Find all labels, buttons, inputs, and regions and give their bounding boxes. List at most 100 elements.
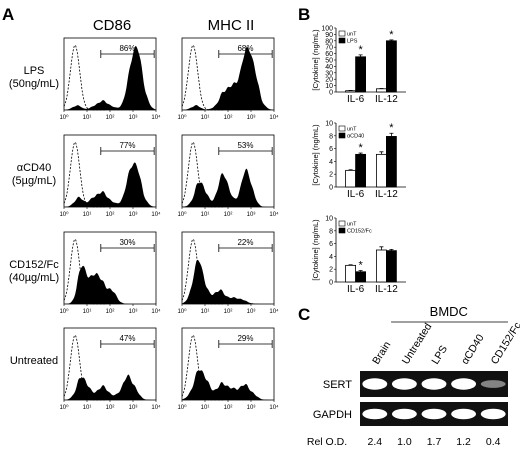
flow-histogram: 86% 10⁰ 10¹ 10² 10³ 10⁴ xyxy=(59,37,161,121)
significance-star: * xyxy=(389,29,394,41)
flow-histogram: 53% 10⁰ 10¹ 10² 10³ 10⁴ xyxy=(177,134,279,218)
y-tick-label: 4 xyxy=(329,159,333,166)
error-bar xyxy=(358,152,363,155)
tick-label: 10² xyxy=(224,115,233,121)
panel-c-label: C xyxy=(298,305,310,324)
tick-label: 10² xyxy=(224,212,233,218)
y-tick-label: 10 xyxy=(325,83,333,90)
tick-label: 10¹ xyxy=(83,309,92,315)
rel-od-value: 1.2 xyxy=(456,436,471,448)
tick-label: 10⁰ xyxy=(177,308,187,315)
blot-band xyxy=(480,380,506,388)
legend-swatch xyxy=(338,227,346,234)
tick-label: 10² xyxy=(106,115,115,121)
tick-label: 10³ xyxy=(247,115,256,121)
flow-histogram: 22% 10⁰ 10¹ 10² 10³ 10⁴ xyxy=(177,231,279,315)
y-tick-label: 80 xyxy=(325,38,333,45)
bar xyxy=(345,90,357,93)
blot-band xyxy=(362,378,388,390)
bar xyxy=(385,250,397,283)
error-bar xyxy=(389,39,394,41)
rel-od-value: 1.0 xyxy=(397,436,412,448)
y-tick-label: 30 xyxy=(325,70,333,77)
tick-label: 10¹ xyxy=(83,115,92,121)
legend-label: CD152/Fc xyxy=(347,229,372,235)
tick-label: 10¹ xyxy=(201,405,210,411)
column-title-cd86: CD86 xyxy=(93,17,131,34)
tick-label: 10¹ xyxy=(201,212,210,218)
tick-label: 10⁴ xyxy=(269,404,279,411)
y-tick-label: 2 xyxy=(329,267,333,274)
category-label: IL-6 xyxy=(347,94,365,105)
bar xyxy=(355,153,367,188)
tick-label: 10³ xyxy=(247,405,256,411)
isotype-control-curve xyxy=(181,44,224,111)
tick-label: 10² xyxy=(106,405,115,411)
tick-label: 10⁰ xyxy=(177,211,187,218)
flow-histogram: 68% 10⁰ 10¹ 10² 10³ 10⁴ xyxy=(177,37,279,121)
tick-label: 10⁴ xyxy=(269,308,279,315)
isotype-control-curve xyxy=(63,238,106,305)
histogram-fill xyxy=(64,162,156,207)
blot-band xyxy=(451,378,477,390)
legend-swatch xyxy=(338,37,346,44)
tick-label: 10⁰ xyxy=(177,114,187,121)
tick-label: 10⁴ xyxy=(151,404,161,411)
bmdc-group-label: BMDC xyxy=(430,304,468,319)
flow-histogram: 30% 10⁰ 10¹ 10² 10³ 10⁴ xyxy=(59,231,161,315)
category-label: IL-12 xyxy=(375,94,398,105)
legend-swatch xyxy=(338,220,346,227)
tick-label: 10⁴ xyxy=(269,211,279,218)
blot-band xyxy=(391,408,417,420)
y-axis-label: [Cytokine] (ng/mL) xyxy=(311,29,320,91)
lane-label: Brain xyxy=(370,339,393,366)
tick-label: 10⁰ xyxy=(59,308,69,315)
category-label: IL-6 xyxy=(347,284,365,295)
panel-b-label: B xyxy=(298,5,310,24)
rel-od-value: 2.4 xyxy=(367,436,382,448)
gate-percent: 77% xyxy=(119,141,135,150)
category-label: IL-12 xyxy=(375,284,398,295)
significance-star: * xyxy=(358,259,363,271)
y-tick-label: 6 xyxy=(329,241,333,248)
tick-label: 10¹ xyxy=(83,212,92,218)
y-tick-label: 8 xyxy=(329,228,333,235)
condition-label: CD152/Fc xyxy=(9,259,59,271)
gate-bracket xyxy=(100,50,155,58)
y-tick-label: 4 xyxy=(329,254,333,261)
y-tick-label: 10 xyxy=(325,121,333,128)
panel-a: A CD86 MHC II 86% 10⁰ 10¹ 10² 10³ 10⁴ 68% 10⁰ 10… xyxy=(2,5,279,411)
y-tick-label: 8 xyxy=(329,133,333,140)
category-label: IL-12 xyxy=(375,189,398,200)
y-tick-label: 50 xyxy=(325,58,333,65)
y-tick-label: 6 xyxy=(329,146,333,153)
bar xyxy=(375,88,387,93)
histogram-fill xyxy=(64,374,156,400)
histogram-fill xyxy=(182,370,274,400)
condition-label: αCD40 xyxy=(17,162,51,174)
flow-histogram: 29% 10⁰ 10¹ 10² 10³ 10⁴ xyxy=(177,327,279,411)
legend-swatch xyxy=(338,125,346,132)
blot-band xyxy=(362,408,388,420)
isotype-control-curve xyxy=(181,238,224,305)
isotype-control-curve xyxy=(181,334,224,401)
bar xyxy=(345,264,357,283)
legend-label: unT xyxy=(347,127,357,133)
legend-label: unT xyxy=(347,222,357,228)
tick-label: 10³ xyxy=(129,212,138,218)
isotype-control-curve xyxy=(181,141,224,208)
gate-percent: 30% xyxy=(119,238,135,247)
blot-band xyxy=(421,408,447,420)
condition-label: LPS xyxy=(24,65,45,77)
histogram-fill xyxy=(182,46,274,110)
y-tick-label: 2 xyxy=(329,172,333,179)
gate-bracket xyxy=(218,244,273,252)
rel-od-label: Rel O.D. xyxy=(307,436,347,448)
gate-percent: 86% xyxy=(119,44,135,53)
error-bar xyxy=(379,246,384,250)
y-tick-label: 0 xyxy=(329,185,333,192)
tick-label: 10² xyxy=(224,309,233,315)
tick-label: 10⁰ xyxy=(177,404,187,411)
